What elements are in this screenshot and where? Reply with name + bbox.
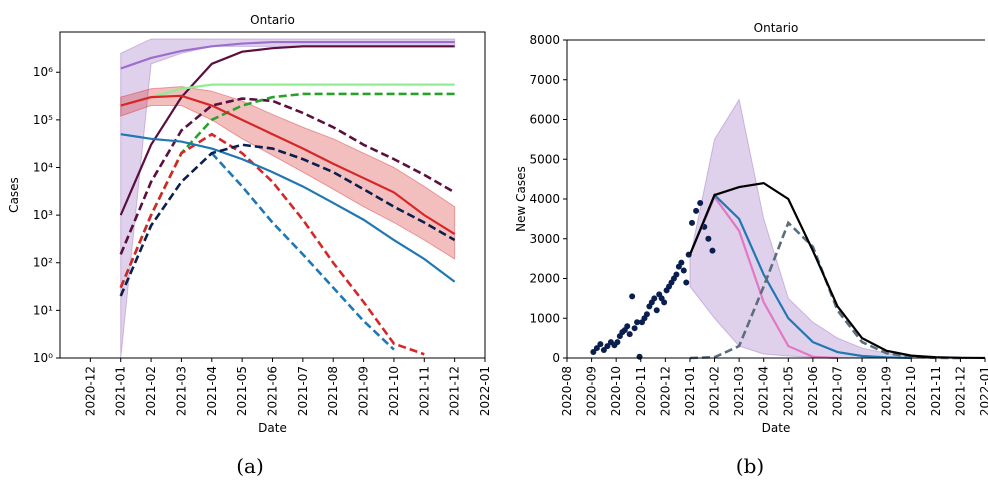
x-tick-label: 2021-10 xyxy=(904,366,918,416)
x-axis-label: Date xyxy=(258,421,287,435)
x-tick-label: 2022-01 xyxy=(978,366,988,416)
series-line xyxy=(119,97,456,255)
x-tick-label: 2021-02 xyxy=(144,366,158,416)
y-tick-label: 7000 xyxy=(529,73,560,87)
x-tick-label: 2021-09 xyxy=(357,366,371,416)
y-tick-label: 10¹ xyxy=(33,303,53,317)
x-tick-label: 2021-03 xyxy=(732,366,746,416)
caption: (a) xyxy=(236,454,264,478)
x-tick-label: 2021-03 xyxy=(174,366,188,416)
scatter-point xyxy=(636,353,643,360)
series-line xyxy=(119,143,456,297)
series-line xyxy=(119,132,425,356)
y-axis-label: New Cases xyxy=(514,166,528,232)
y-tick-label: 5000 xyxy=(529,152,560,166)
y-axis-label: Cases xyxy=(7,177,21,213)
y-tick-label: 10⁰ xyxy=(33,351,53,365)
chart-title: Ontario xyxy=(754,21,799,35)
series-line xyxy=(688,181,986,360)
x-tick-label: 2021-12 xyxy=(448,366,462,416)
scatter-point xyxy=(653,307,660,314)
series-line xyxy=(120,83,455,107)
x-tick-label: 2021-05 xyxy=(235,366,249,416)
x-tick-label: 2020-08 xyxy=(560,366,574,416)
x-tick-label: 2021-11 xyxy=(417,366,431,416)
scatter-point xyxy=(661,299,668,306)
x-tick-label: 2021-08 xyxy=(326,366,340,416)
y-tick-label: 10⁶ xyxy=(33,65,53,79)
y-tick-label: 10² xyxy=(33,256,53,270)
scatter-point xyxy=(673,271,680,278)
x-tick-label: 2021-04 xyxy=(757,366,771,416)
x-tick-label: 2021-06 xyxy=(806,366,820,416)
x-tick-label: 2021-02 xyxy=(708,366,722,416)
scatter-point xyxy=(680,267,687,274)
x-tick-label: 2021-12 xyxy=(953,366,967,416)
y-tick-label: 2000 xyxy=(529,272,560,286)
series-line xyxy=(120,94,456,236)
scatter-point xyxy=(688,219,695,226)
scatter-point xyxy=(631,325,638,332)
caption: (b) xyxy=(736,454,764,478)
scatter-point xyxy=(683,279,690,286)
y-tick-label: 6000 xyxy=(529,113,560,127)
x-tick-label: 2022-01 xyxy=(478,366,492,416)
scatter-point xyxy=(593,345,600,352)
x-tick-label: 2021-04 xyxy=(205,366,219,416)
y-tick-label: 4000 xyxy=(529,192,560,206)
x-tick-label: 2021-07 xyxy=(830,366,844,416)
y-tick-label: 10⁵ xyxy=(33,113,53,127)
x-tick-label: 2021-09 xyxy=(880,366,894,416)
x-tick-label: 2020-09 xyxy=(585,366,599,416)
x-axis-label: Date xyxy=(762,421,791,435)
y-tick-label: 3000 xyxy=(529,232,560,246)
scatter-point xyxy=(614,339,621,346)
scatter-point xyxy=(604,343,611,350)
scatter-point xyxy=(629,293,636,300)
scatter-point xyxy=(705,235,712,242)
x-tick-label: 2021-06 xyxy=(266,366,280,416)
scatter-point xyxy=(626,331,633,338)
series-line xyxy=(210,152,395,351)
x-tick-label: 2020-12 xyxy=(658,366,672,416)
y-tick-label: 8000 xyxy=(529,33,560,47)
x-tick-label: 2020-10 xyxy=(609,366,623,416)
scatter-point xyxy=(651,295,658,302)
y-tick-label: 0 xyxy=(552,351,560,365)
x-tick-label: 2021-01 xyxy=(683,366,697,416)
scatter-point xyxy=(634,319,641,326)
scatter-point xyxy=(600,347,607,354)
y-tick-label: 1000 xyxy=(529,311,560,325)
scatter-point xyxy=(624,323,631,330)
series-line xyxy=(119,45,455,216)
scatter-point xyxy=(693,207,700,214)
series-line xyxy=(120,133,456,283)
chart-title: Ontario xyxy=(250,13,295,27)
scatter-point xyxy=(697,199,704,206)
x-tick-label: 2021-01 xyxy=(114,366,128,416)
x-tick-label: 2021-07 xyxy=(296,366,310,416)
x-tick-label: 2021-05 xyxy=(781,366,795,416)
x-tick-label: 2021-08 xyxy=(855,366,869,416)
series-line xyxy=(120,40,455,70)
x-tick-label: 2020-11 xyxy=(634,366,648,416)
x-tick-label: 2020-12 xyxy=(83,366,97,416)
scatter-point xyxy=(590,349,597,356)
x-tick-label: 2021-10 xyxy=(387,366,401,416)
scatter-point xyxy=(678,259,685,266)
scatter-point xyxy=(709,247,716,254)
x-tick-label: 2021-11 xyxy=(929,366,943,416)
band xyxy=(689,98,986,359)
scatter-point xyxy=(597,341,604,348)
series-line xyxy=(688,193,912,360)
y-tick-label: 10³ xyxy=(33,208,53,222)
y-tick-label: 10⁴ xyxy=(33,160,53,174)
scatter-point xyxy=(643,311,650,318)
